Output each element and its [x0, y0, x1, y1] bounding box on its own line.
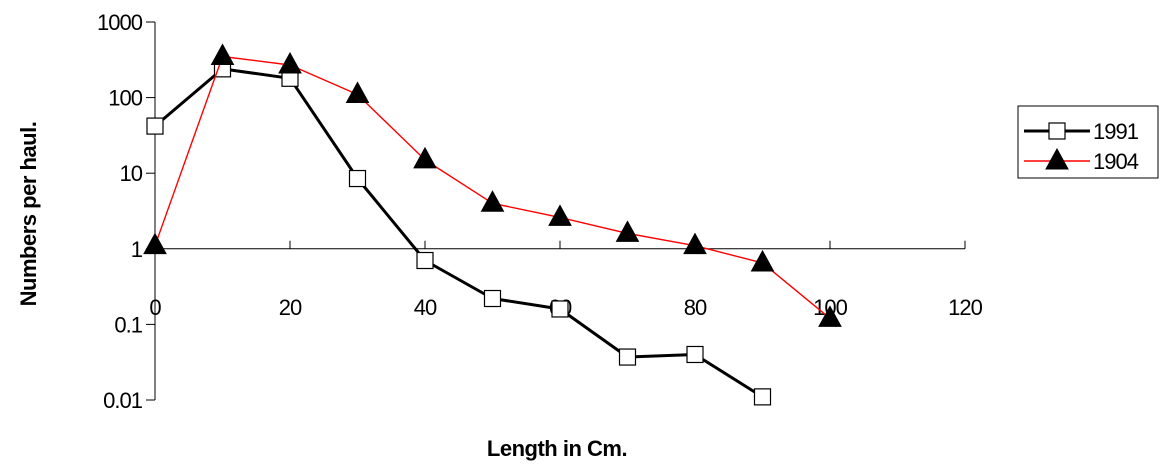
data-point: [480, 190, 505, 212]
series-layer: [143, 43, 842, 406]
legend-marker-1904: [1045, 147, 1069, 170]
data-point: [750, 249, 775, 272]
data-point: [278, 51, 302, 74]
legend-box: [1017, 105, 1159, 179]
data-point: [348, 169, 367, 188]
series-1904: [143, 43, 842, 327]
data-point: [686, 345, 704, 364]
y-axis-title: Numbers per haul.: [16, 122, 41, 307]
data-point: [413, 146, 437, 169]
data-point: [416, 251, 434, 270]
data-point: [483, 289, 502, 308]
y-tick-label: 0.01: [103, 388, 143, 413]
data-point: [615, 220, 640, 242]
legend-marker-1991: [1048, 122, 1066, 140]
legend: 1991 1904: [1017, 105, 1159, 179]
data-point: [683, 232, 707, 255]
data-point: [345, 81, 370, 103]
y-tick-label: 100: [108, 86, 142, 111]
y-tick-label: 1000: [97, 10, 143, 35]
x-tick-label: 120: [948, 295, 982, 320]
x-tick-label: 80: [684, 295, 707, 320]
y-tick-label: 0.1: [114, 312, 142, 337]
series-1991: [146, 60, 772, 406]
series-line-1904: [154, 55, 831, 319]
y-tick-label: 10: [120, 161, 143, 186]
legend-label-1904: 1904: [1093, 149, 1139, 174]
y-tick-label: 1: [131, 237, 143, 262]
data-point: [618, 348, 637, 366]
data-point: [143, 232, 167, 255]
data-point: [210, 43, 235, 65]
x-tick-label: 20: [279, 295, 302, 320]
axes: [146, 21, 966, 401]
x-axis-title: Length in Cm.: [487, 436, 627, 461]
x-tick-label: 40: [414, 295, 437, 320]
legend-label-1991: 1991: [1093, 119, 1139, 144]
data-point: [548, 204, 572, 226]
data-point: [551, 300, 569, 318]
data-point: [753, 388, 772, 406]
series-line-1991: [154, 67, 764, 399]
data-point: [146, 117, 164, 135]
data-point: [818, 305, 842, 327]
x-tick-label: 0: [149, 295, 161, 320]
